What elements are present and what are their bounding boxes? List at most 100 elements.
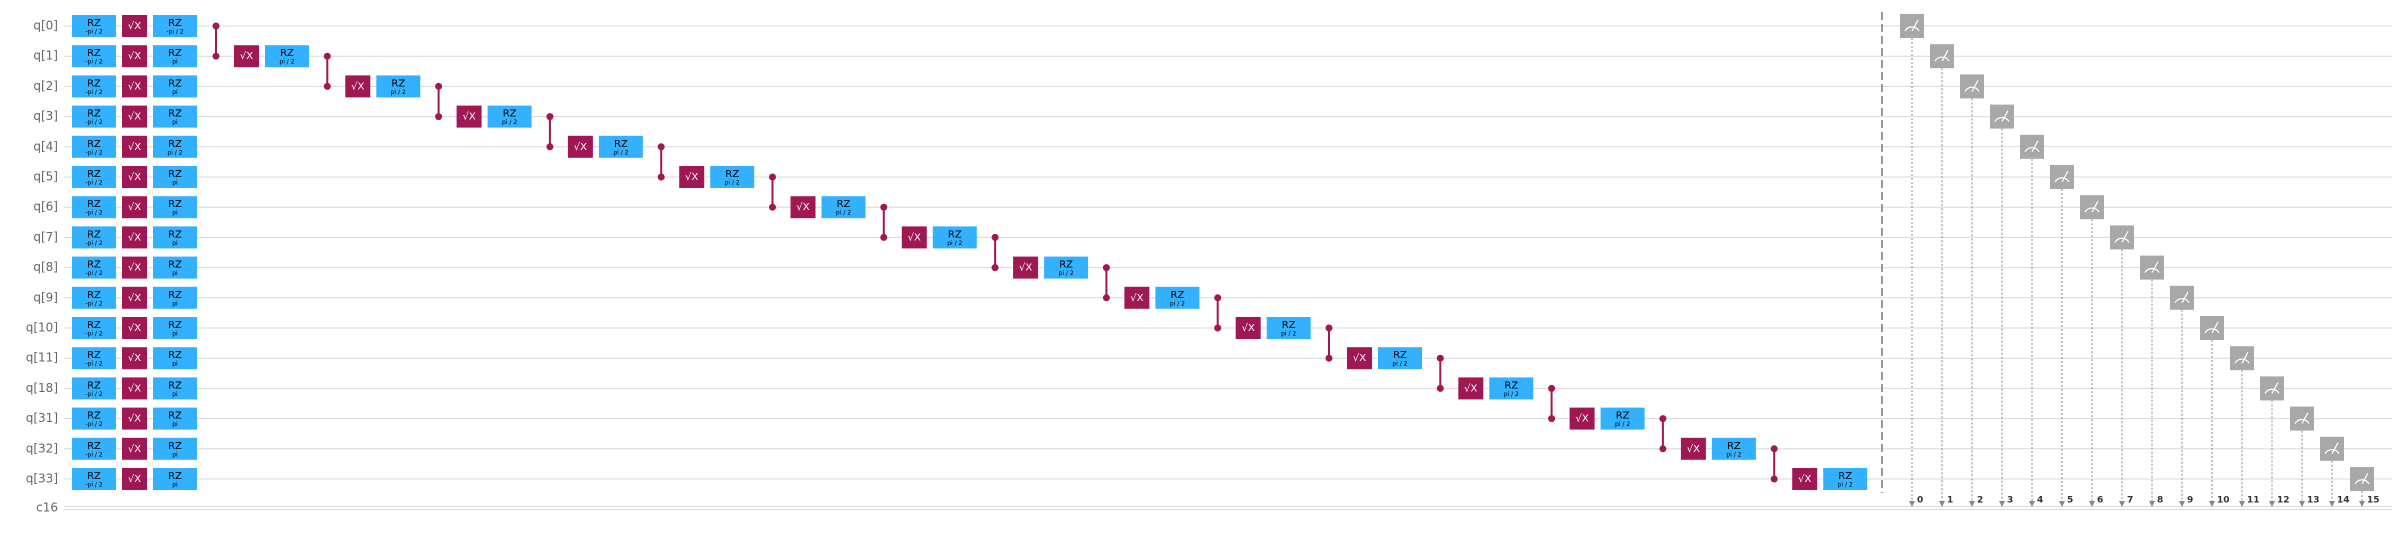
- sx-box: [1235, 317, 1261, 339]
- sx-gate: √X: [122, 468, 147, 490]
- sx-label: √X: [1242, 323, 1255, 334]
- rz-box: [72, 226, 116, 249]
- bit-label: 13: [2307, 496, 2320, 506]
- sx-label: √X: [128, 232, 141, 243]
- rz-param: -pi / 2: [166, 29, 183, 36]
- sx-box: [345, 75, 371, 98]
- measure-gate: 15: [2350, 467, 2380, 507]
- sx-gate: √X: [122, 105, 147, 128]
- cz-dot: [212, 52, 220, 60]
- rz-label: RZ: [1838, 471, 1852, 482]
- measure-box: [1930, 44, 1954, 69]
- rz-label: RZ: [948, 229, 962, 240]
- rz-box: [72, 437, 116, 460]
- rz-label: RZ: [168, 139, 182, 150]
- measure-box: [2320, 436, 2344, 461]
- cz-dot: [769, 203, 776, 211]
- cz-dot: [880, 203, 888, 211]
- cz-dot: [1102, 294, 1110, 302]
- rz-label: RZ: [87, 320, 101, 331]
- sx-box: [122, 286, 147, 309]
- measure-box: [2200, 316, 2224, 340]
- rz-box: [487, 105, 532, 128]
- measure-icon: [2174, 291, 2190, 304]
- sx-gate: √X: [122, 166, 147, 188]
- rz-param: pi: [172, 451, 178, 458]
- rz-param: pi / 2: [391, 89, 406, 96]
- rz-label: RZ: [1059, 260, 1073, 271]
- rz-gate: RZ-pi / 2: [72, 317, 116, 339]
- rz-box: [153, 437, 197, 460]
- sx-box: [1347, 347, 1372, 370]
- sx-label: √X: [128, 202, 141, 213]
- rz-label: RZ: [87, 109, 101, 120]
- cz-gate: [1548, 384, 1556, 423]
- measure-arrow: [2119, 501, 2125, 507]
- rz-box: [153, 317, 197, 339]
- measure-box: [1960, 74, 1984, 99]
- measure-arrow: [2269, 501, 2275, 507]
- measure-icon: [2264, 382, 2280, 394]
- rz-param: pi: [172, 210, 178, 217]
- rz-gate: RZ-pi / 2: [72, 166, 116, 188]
- rz-label: RZ: [168, 290, 182, 301]
- sx-label: √X: [128, 172, 141, 183]
- rz-label: RZ: [1727, 441, 1741, 452]
- cz-dot: [1770, 475, 1778, 483]
- bit-label: 4: [2037, 496, 2043, 506]
- cz-gate: [1325, 324, 1333, 362]
- rz-box: [153, 347, 197, 370]
- measure-box: [2020, 134, 2044, 159]
- qubit-label: q[0]: [33, 19, 58, 33]
- rz-box: [932, 226, 977, 249]
- sx-gate: √X: [122, 286, 147, 309]
- qubit-label: q[11]: [26, 351, 58, 365]
- rz-box: [153, 196, 197, 219]
- rz-gate: RZ-pi / 2: [72, 135, 116, 158]
- rz-label: RZ: [168, 18, 182, 29]
- sx-box: [1124, 286, 1150, 309]
- cz-gate: [991, 233, 999, 272]
- rz-param: pi: [172, 331, 178, 338]
- measure-box: [2170, 285, 2194, 310]
- measure-icon: [1904, 19, 1920, 32]
- measure-gate: 6: [2080, 195, 2104, 507]
- sx-label: √X: [128, 112, 141, 123]
- rz-label: RZ: [1282, 320, 1296, 331]
- cz-dot: [991, 264, 999, 272]
- rz-param: -pi / 2: [85, 421, 102, 428]
- rz-gate: RZ-pi / 2: [72, 347, 116, 370]
- measure-arrow: [2239, 501, 2245, 507]
- rz-box: [153, 286, 197, 309]
- rz-param: pi / 2: [279, 59, 294, 66]
- cz-dot: [323, 52, 331, 60]
- rz-gate: RZ-pi / 2: [72, 286, 116, 309]
- rz-label: RZ: [1616, 411, 1630, 422]
- rz-gate: RZ-pi / 2: [153, 15, 197, 37]
- bit-label: 0: [1917, 496, 1923, 506]
- rz-param: -pi / 2: [85, 270, 102, 277]
- rz-box: [153, 377, 197, 400]
- cz-dot: [769, 173, 776, 181]
- sx-label: √X: [128, 353, 141, 364]
- rz-label: RZ: [87, 18, 101, 29]
- measure-box: [2080, 195, 2104, 220]
- cz-gate: [657, 143, 665, 181]
- rz-box: [598, 135, 643, 158]
- sx-label: √X: [128, 323, 141, 334]
- sx-gate: √X: [122, 196, 147, 219]
- rz-label: RZ: [168, 441, 182, 452]
- sx-label: √X: [128, 414, 141, 425]
- cz-dot: [1214, 324, 1222, 332]
- rz-param: pi / 2: [1726, 451, 1741, 458]
- rz-param: pi: [172, 270, 178, 277]
- sx-gate: √X: [122, 347, 147, 370]
